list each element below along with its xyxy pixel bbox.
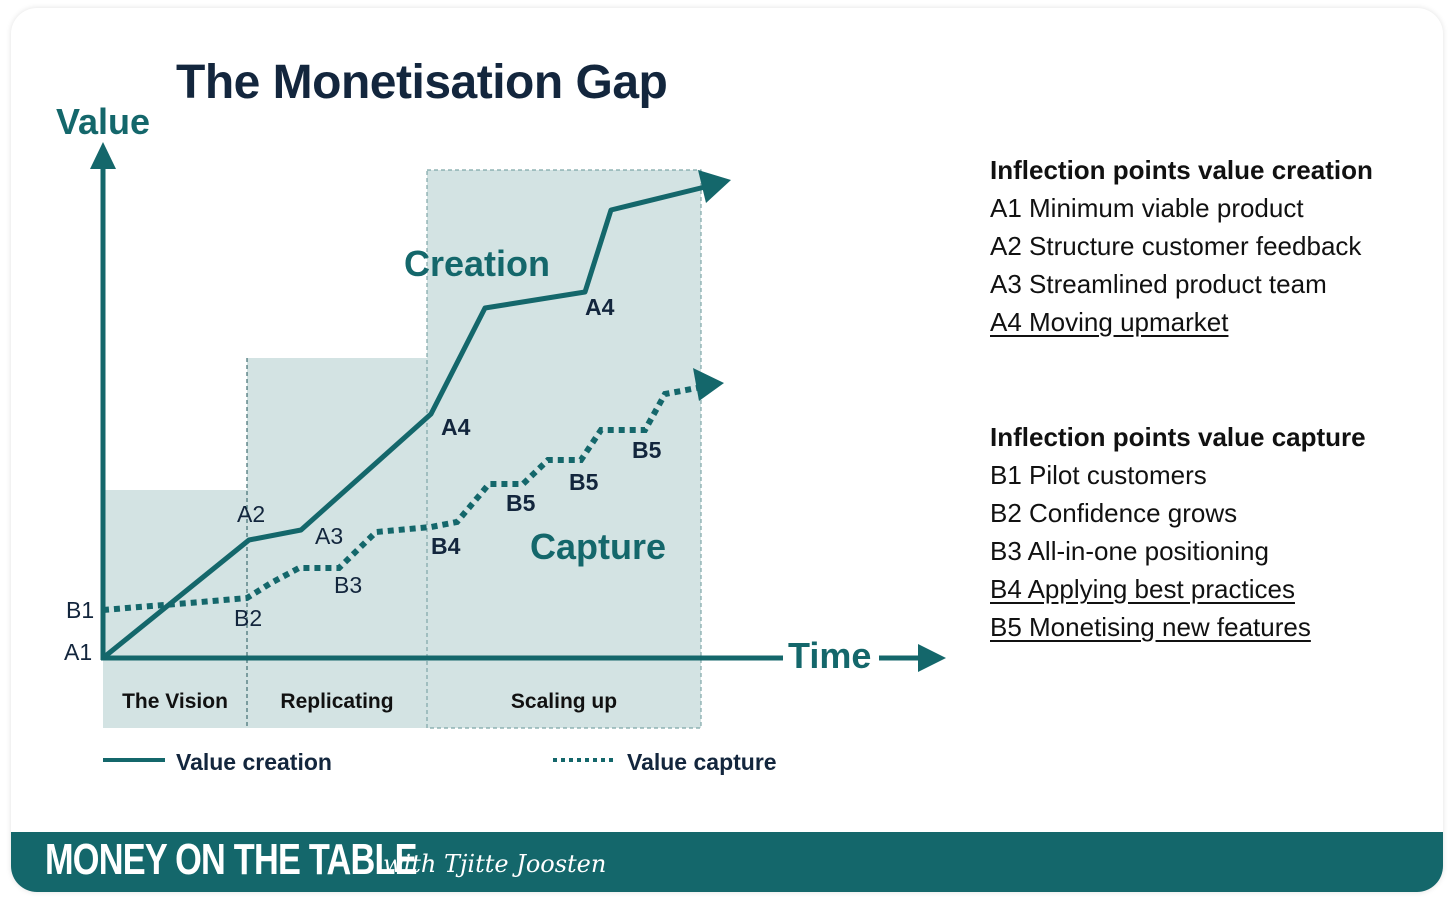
creation-item-link[interactable]: A4 Moving upmarket xyxy=(990,303,1430,341)
monetisation-gap-diagram: The Monetisation Gap Value Time Creation… xyxy=(56,56,946,775)
creation-item: A3 Streamlined product team xyxy=(990,269,1327,299)
creation-item: A1 Minimum viable product xyxy=(990,193,1304,223)
creation-item: A2 Structure customer feedback xyxy=(990,231,1362,261)
creation-inflection-panel: Inflection points value creation A1 Mini… xyxy=(990,151,1430,341)
y-axis-label: Value xyxy=(56,101,150,142)
point-label-b5-a: B5 xyxy=(506,490,536,516)
point-label-a3: A3 xyxy=(315,523,343,549)
x-axis-label: Time xyxy=(788,635,871,676)
capture-inflection-panel: Inflection points value capture B1 Pilot… xyxy=(990,418,1430,646)
capture-label: Capture xyxy=(530,526,666,567)
phase-label-replicating: Replicating xyxy=(280,690,393,713)
point-label-b4: B4 xyxy=(431,533,461,559)
point-label-a1: A1 xyxy=(64,639,92,665)
phase-label-vision: The Vision xyxy=(122,690,228,713)
value-capture-arrow-icon xyxy=(693,368,724,401)
creation-panel-heading: Inflection points value creation xyxy=(990,155,1373,185)
point-label-b1: B1 xyxy=(66,597,94,623)
y-axis-arrow-icon xyxy=(90,142,116,169)
diagram-title: The Monetisation Gap xyxy=(176,56,667,109)
phase-area-replicating xyxy=(247,358,427,728)
byline: with Tjitte Joosten xyxy=(383,850,607,878)
point-label-b5-c: B5 xyxy=(632,437,662,463)
capture-panel-heading: Inflection points value capture xyxy=(990,422,1366,452)
capture-item: B1 Pilot customers xyxy=(990,460,1207,490)
capture-item: B3 All-in-one positioning xyxy=(990,536,1269,566)
capture-item-link[interactable]: B5 Monetising new features xyxy=(990,608,1430,646)
capture-item-link[interactable]: B4 Applying best practices xyxy=(990,570,1430,608)
capture-item-link-text[interactable]: B4 Applying best practices xyxy=(990,574,1295,604)
creation-label: Creation xyxy=(404,243,550,284)
phase-label-scaling: Scaling up xyxy=(511,690,617,713)
phase-area-scaling xyxy=(426,169,702,729)
value-capture-line xyxy=(102,385,698,613)
point-label-a2: A2 xyxy=(237,501,265,527)
point-label-b2: B2 xyxy=(234,605,262,631)
footer-banner: MONEY ON THE TABLE with Tjitte Joosten xyxy=(11,832,1443,892)
capture-item-link-text[interactable]: B5 Monetising new features xyxy=(990,612,1311,642)
legend-creation-label: Value creation xyxy=(176,749,332,775)
capture-item: B2 Confidence grows xyxy=(990,498,1238,528)
point-label-a4-upper: A4 xyxy=(585,294,615,320)
legend-capture-label: Value capture xyxy=(627,749,777,775)
brand-wordmark: MONEY ON THE TABLE xyxy=(45,835,418,884)
creation-item-link-text[interactable]: A4 Moving upmarket xyxy=(990,307,1229,337)
x-axis-arrow-icon xyxy=(918,644,946,672)
point-label-a4-lower: A4 xyxy=(441,414,471,440)
point-label-b3: B3 xyxy=(334,572,362,598)
value-creation-arrow-icon xyxy=(698,170,731,203)
card: The Monetisation Gap Value Time Creation… xyxy=(11,8,1443,892)
point-label-b5-b: B5 xyxy=(569,469,599,495)
value-creation-line xyxy=(101,183,710,660)
